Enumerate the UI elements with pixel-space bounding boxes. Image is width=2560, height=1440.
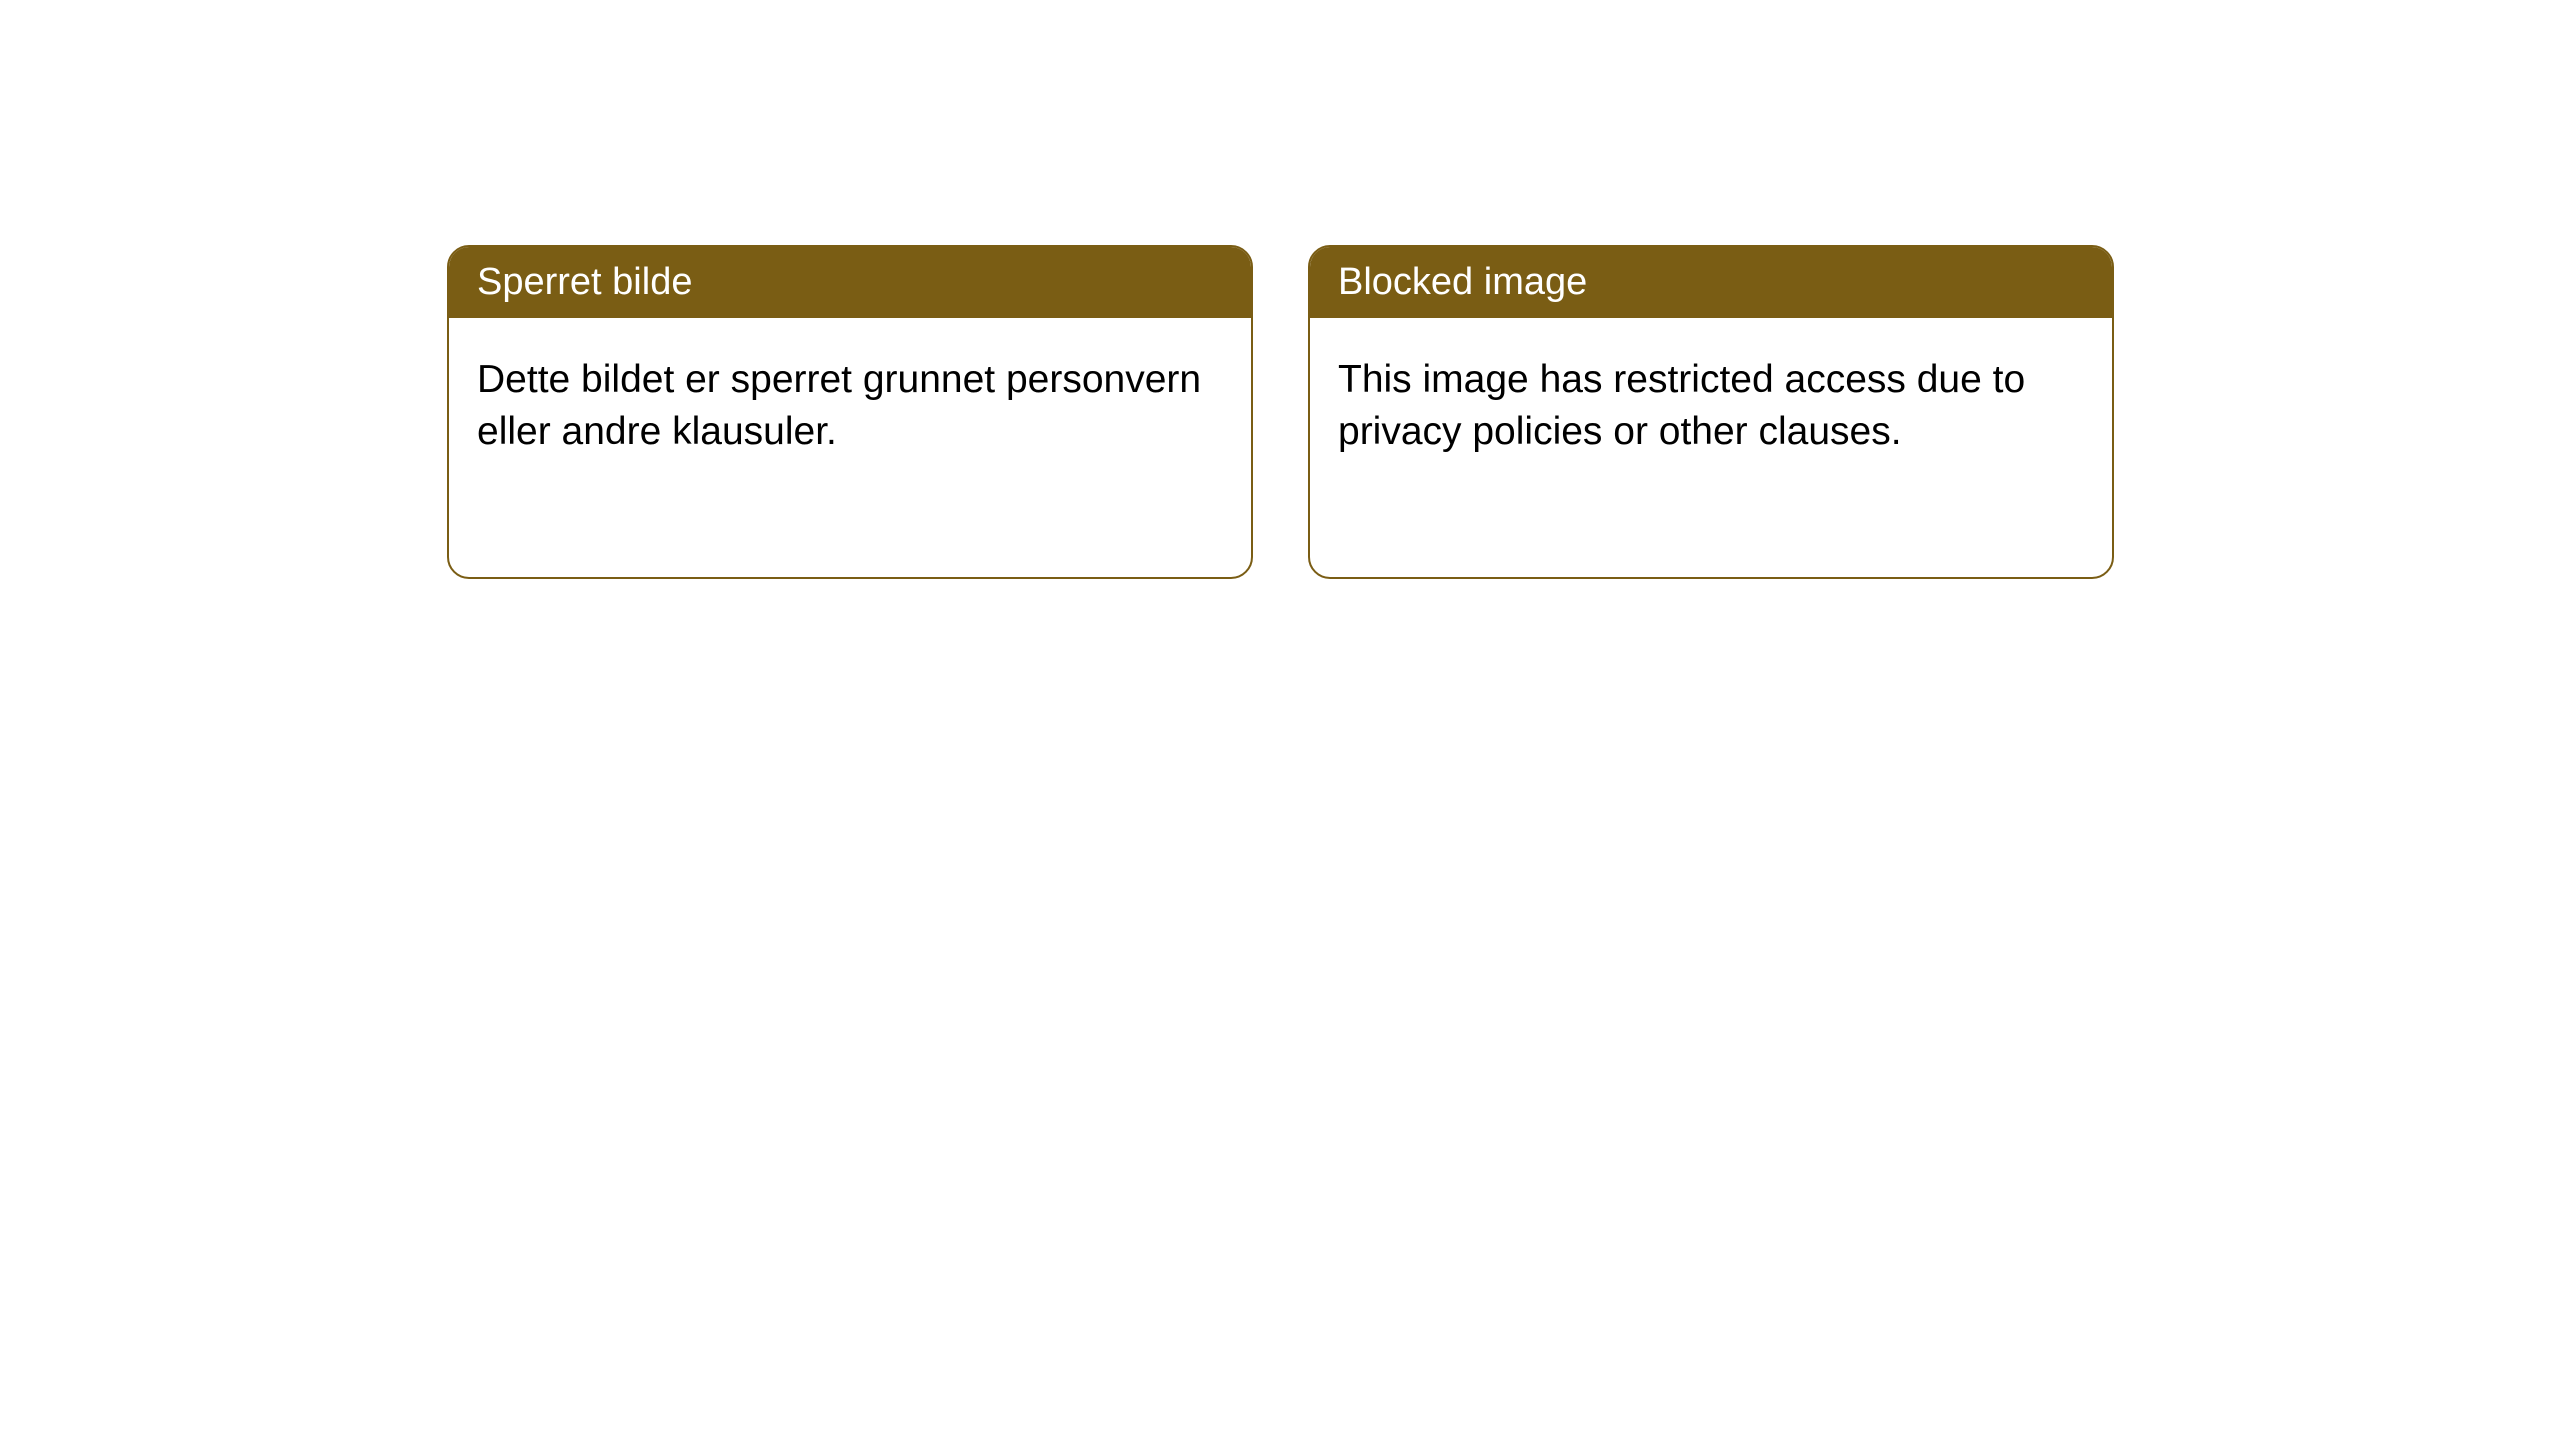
card-header: Sperret bilde — [449, 247, 1251, 318]
notice-card-norwegian: Sperret bilde Dette bildet er sperret gr… — [447, 245, 1253, 579]
card-message: This image has restricted access due to … — [1338, 358, 2025, 453]
notice-card-english: Blocked image This image has restricted … — [1308, 245, 2114, 579]
card-title: Sperret bilde — [477, 261, 692, 303]
card-message: Dette bildet er sperret grunnet personve… — [477, 358, 1201, 453]
card-title: Blocked image — [1338, 261, 1587, 303]
card-header: Blocked image — [1310, 247, 2112, 318]
notice-card-container: Sperret bilde Dette bildet er sperret gr… — [447, 245, 2114, 579]
card-body: Dette bildet er sperret grunnet personve… — [449, 318, 1251, 494]
card-body: This image has restricted access due to … — [1310, 318, 2112, 494]
